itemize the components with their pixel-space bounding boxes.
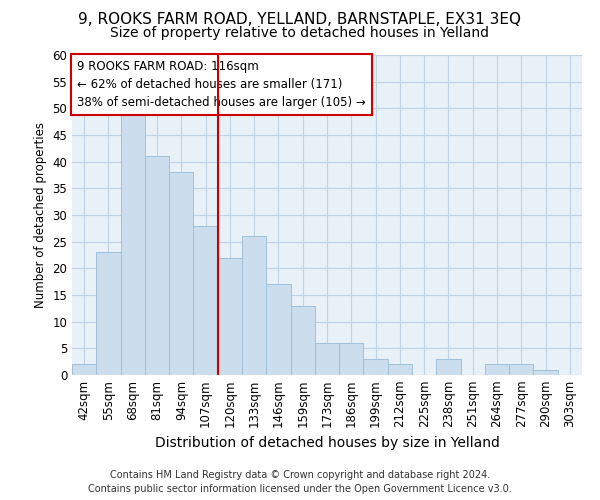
Text: Contains HM Land Registry data © Crown copyright and database right 2024.
Contai: Contains HM Land Registry data © Crown c… xyxy=(88,470,512,494)
Text: 9 ROOKS FARM ROAD: 116sqm
← 62% of detached houses are smaller (171)
38% of semi: 9 ROOKS FARM ROAD: 116sqm ← 62% of detac… xyxy=(77,60,366,109)
Bar xyxy=(145,156,169,375)
Bar xyxy=(364,359,388,375)
Bar xyxy=(509,364,533,375)
Bar xyxy=(242,236,266,375)
Text: 9, ROOKS FARM ROAD, YELLAND, BARNSTAPLE, EX31 3EQ: 9, ROOKS FARM ROAD, YELLAND, BARNSTAPLE,… xyxy=(79,12,521,28)
Bar xyxy=(290,306,315,375)
Bar xyxy=(533,370,558,375)
Bar xyxy=(266,284,290,375)
Text: Size of property relative to detached houses in Yelland: Size of property relative to detached ho… xyxy=(110,26,490,40)
Bar xyxy=(121,108,145,375)
Bar xyxy=(315,343,339,375)
Bar xyxy=(485,364,509,375)
Bar xyxy=(193,226,218,375)
Bar xyxy=(72,364,96,375)
Bar xyxy=(436,359,461,375)
Bar xyxy=(169,172,193,375)
Bar xyxy=(218,258,242,375)
Bar xyxy=(388,364,412,375)
Bar xyxy=(96,252,121,375)
Bar xyxy=(339,343,364,375)
Y-axis label: Number of detached properties: Number of detached properties xyxy=(34,122,47,308)
X-axis label: Distribution of detached houses by size in Yelland: Distribution of detached houses by size … xyxy=(155,436,499,450)
